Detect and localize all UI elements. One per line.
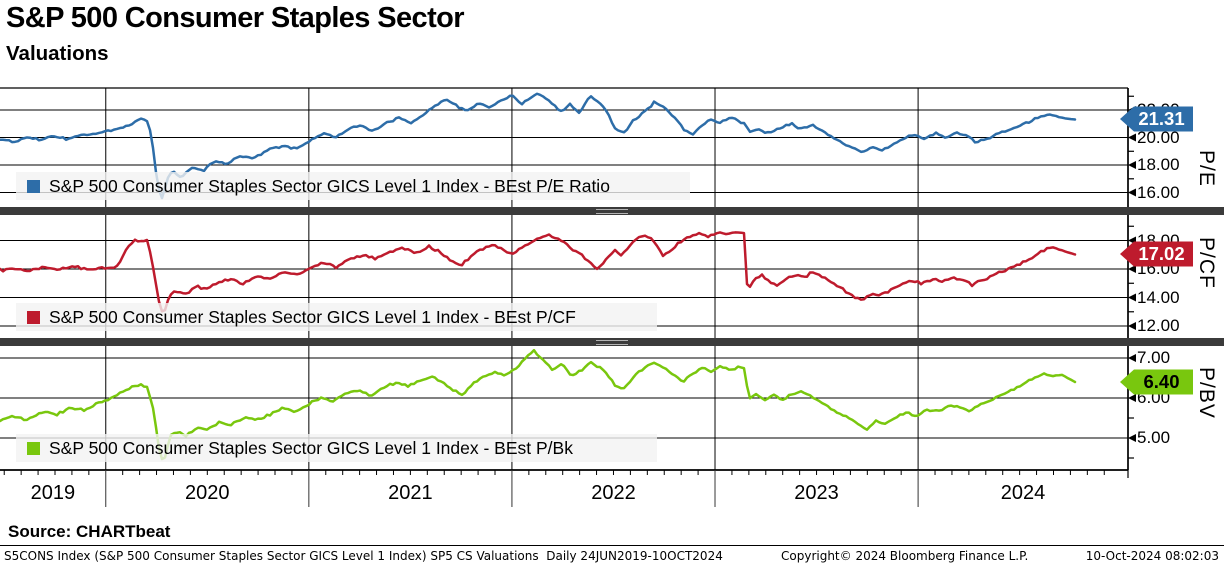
y-axis-tick-label: 7.00 [1137, 348, 1171, 367]
pbv-series-swatch-icon [27, 441, 40, 455]
pbv-axis-title: P/BV [1195, 367, 1218, 419]
grip-icon [596, 208, 628, 214]
legend-pcf[interactable]: S&P 500 Consumer Staples Sector GICS Lev… [27, 307, 576, 327]
pcf-series-swatch-icon [27, 310, 40, 324]
pcf-last-value-badge: 17.02 [1120, 241, 1193, 267]
panel-resize-handle[interactable] [0, 207, 1224, 215]
pe-series-swatch-icon [27, 179, 40, 193]
legend-pbv[interactable]: S&P 500 Consumer Staples Sector GICS Lev… [27, 438, 573, 458]
footer-divider [0, 545, 1224, 547]
y-axis-tick-label: 12.00 [1137, 316, 1180, 336]
x-axis-year-label: 2020 [185, 482, 230, 504]
pe-axis-title: P/E [1195, 150, 1218, 187]
x-axis-year-label: 2019 [30, 482, 76, 504]
y-axis-tick-label: 20.00 [1137, 127, 1180, 147]
pe-last-value-badge: 21.31 [1120, 106, 1193, 132]
x-axis-year-label: 2024 [1000, 482, 1046, 504]
legend-pe[interactable]: S&P 500 Consumer Staples Sector GICS Lev… [27, 176, 610, 196]
footer-copyright: Copyright© 2024 Bloomberg Finance L.P. [781, 549, 1029, 563]
y-axis-tick-label: 18.00 [1137, 155, 1180, 175]
legend-pe-label: S&P 500 Consumer Staples Sector GICS Lev… [49, 175, 610, 196]
source-label: Source: CHARTbeat [8, 522, 171, 541]
page-subtitle: Valuations [6, 42, 109, 65]
x-axis-year-label: 2023 [794, 482, 839, 504]
y-axis-tick-label: 16.00 [1137, 182, 1180, 202]
y-axis-tick-label: 5.00 [1137, 428, 1171, 447]
pcf-axis-title: P/CF [1195, 237, 1218, 289]
footer-timestamp: 10-Oct-2024 08:02:03 [1085, 549, 1219, 563]
page-title: S&P 500 Consumer Staples Sector [6, 2, 465, 34]
grip-icon [596, 339, 628, 345]
x-axis-year-label: 2021 [388, 482, 433, 504]
y-axis-tick-label: 14.00 [1137, 287, 1180, 307]
panel-resize-handle[interactable] [0, 338, 1224, 346]
x-axis-year-label: 2022 [591, 482, 636, 504]
legend-pcf-label: S&P 500 Consumer Staples Sector GICS Lev… [49, 306, 576, 327]
pbv-last-value-badge: 6.40 [1120, 369, 1193, 395]
legend-pbv-label: S&P 500 Consumer Staples Sector GICS Lev… [49, 437, 573, 458]
footer-security-info: S5CONS Index (S&P 500 Consumer Staples S… [4, 549, 723, 563]
